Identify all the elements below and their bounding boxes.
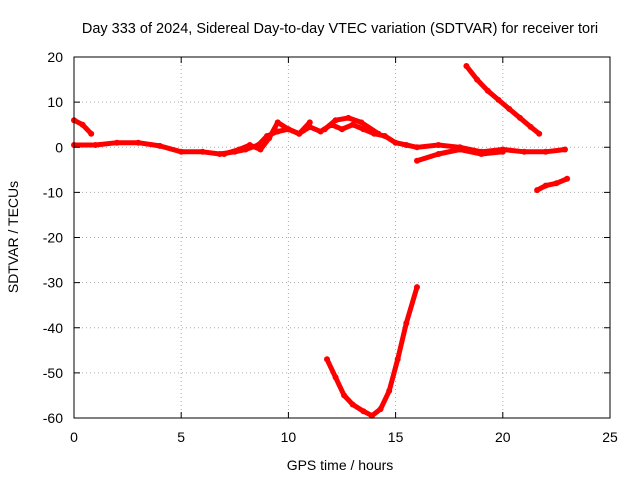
data-point (478, 151, 485, 157)
data-point (92, 142, 99, 148)
data-point (381, 133, 388, 139)
series-line (463, 63, 542, 137)
chart-title: Day 333 of 2024, Sidereal Day-to-day VTE… (82, 21, 598, 37)
y-tick-label: -60 (43, 410, 63, 426)
data-point (394, 356, 401, 363)
x-tick-labels: 0 5 10 15 20 25 (70, 429, 618, 445)
y-tick-labels: 20 10 0 -10 -20 -30 -40 -50 -60 (43, 49, 63, 426)
data-point (392, 139, 399, 146)
data-point (435, 151, 442, 157)
x-tick-label: 15 (388, 429, 404, 445)
data-point (564, 175, 571, 182)
data-point (156, 142, 163, 149)
series-arc-c (221, 119, 313, 157)
x-tick-label: 0 (70, 429, 78, 445)
data-point (506, 105, 513, 112)
series-arc-h (324, 284, 420, 419)
series-line (324, 284, 420, 419)
data-point (274, 119, 281, 126)
y-tick-label: -50 (43, 365, 63, 381)
data-point (113, 139, 120, 146)
y-axis-label: SDTVAR / TECUs (5, 181, 21, 293)
x-tick-label: 20 (495, 429, 511, 445)
data-point (324, 356, 330, 363)
series-arc-d (321, 114, 382, 137)
data-point (527, 123, 534, 130)
data-point (341, 392, 348, 399)
data-point (542, 182, 549, 189)
series-line (534, 176, 570, 193)
data-point (536, 130, 543, 137)
axis-ticks (73, 56, 611, 419)
data-point (236, 146, 243, 153)
data-series (71, 63, 571, 419)
data-point (266, 135, 273, 142)
data-point (178, 148, 185, 155)
x-tick-label: 25 (602, 429, 618, 445)
y-tick-label: 0 (55, 139, 63, 155)
data-point (499, 148, 506, 155)
y-tick-label: 20 (47, 49, 63, 65)
data-point (521, 148, 528, 155)
data-point (463, 63, 470, 69)
series-arc-a (71, 117, 95, 137)
series-arc-g (534, 175, 571, 194)
data-point (553, 180, 560, 187)
x-axis-label: GPS time / hours (287, 457, 394, 473)
data-point (321, 126, 328, 133)
data-point (414, 157, 420, 164)
data-point (562, 146, 568, 153)
data-point (339, 126, 345, 133)
data-point (360, 408, 367, 415)
data-point (474, 76, 481, 83)
data-point (456, 146, 463, 153)
data-point (414, 144, 420, 151)
data-point (349, 121, 356, 128)
data-point (534, 187, 541, 194)
data-point (369, 412, 375, 419)
data-point (199, 148, 206, 155)
data-point (358, 119, 365, 126)
data-point (285, 126, 292, 133)
data-point (296, 130, 303, 137)
data-point (484, 87, 491, 94)
data-point (88, 130, 95, 137)
data-point (306, 119, 313, 126)
data-point (246, 142, 253, 148)
data-point (403, 142, 410, 148)
y-tick-label: -20 (43, 230, 63, 246)
data-point (377, 406, 384, 412)
series-arc-f (463, 63, 543, 137)
data-point (257, 146, 264, 153)
data-point (135, 139, 142, 146)
data-point (495, 96, 502, 103)
data-point (332, 374, 339, 381)
data-point (414, 284, 420, 291)
data-point (517, 114, 523, 121)
data-point (375, 130, 382, 137)
data-point (79, 121, 86, 128)
data-point (403, 320, 410, 327)
data-point (435, 142, 442, 148)
data-point (386, 387, 393, 394)
data-point (221, 151, 228, 157)
grid-lines (74, 57, 610, 418)
data-point (345, 114, 352, 121)
y-tick-label: -10 (43, 184, 63, 200)
x-tick-label: 5 (177, 429, 185, 445)
y-tick-label: -30 (43, 275, 63, 291)
y-tick-label: -40 (43, 320, 63, 336)
series-arc-e (414, 146, 506, 164)
data-point (332, 117, 339, 124)
data-point (349, 401, 356, 408)
data-point (216, 151, 223, 157)
y-tick-label: 10 (47, 94, 63, 110)
x-tick-label: 10 (281, 429, 297, 445)
data-point (542, 148, 549, 155)
